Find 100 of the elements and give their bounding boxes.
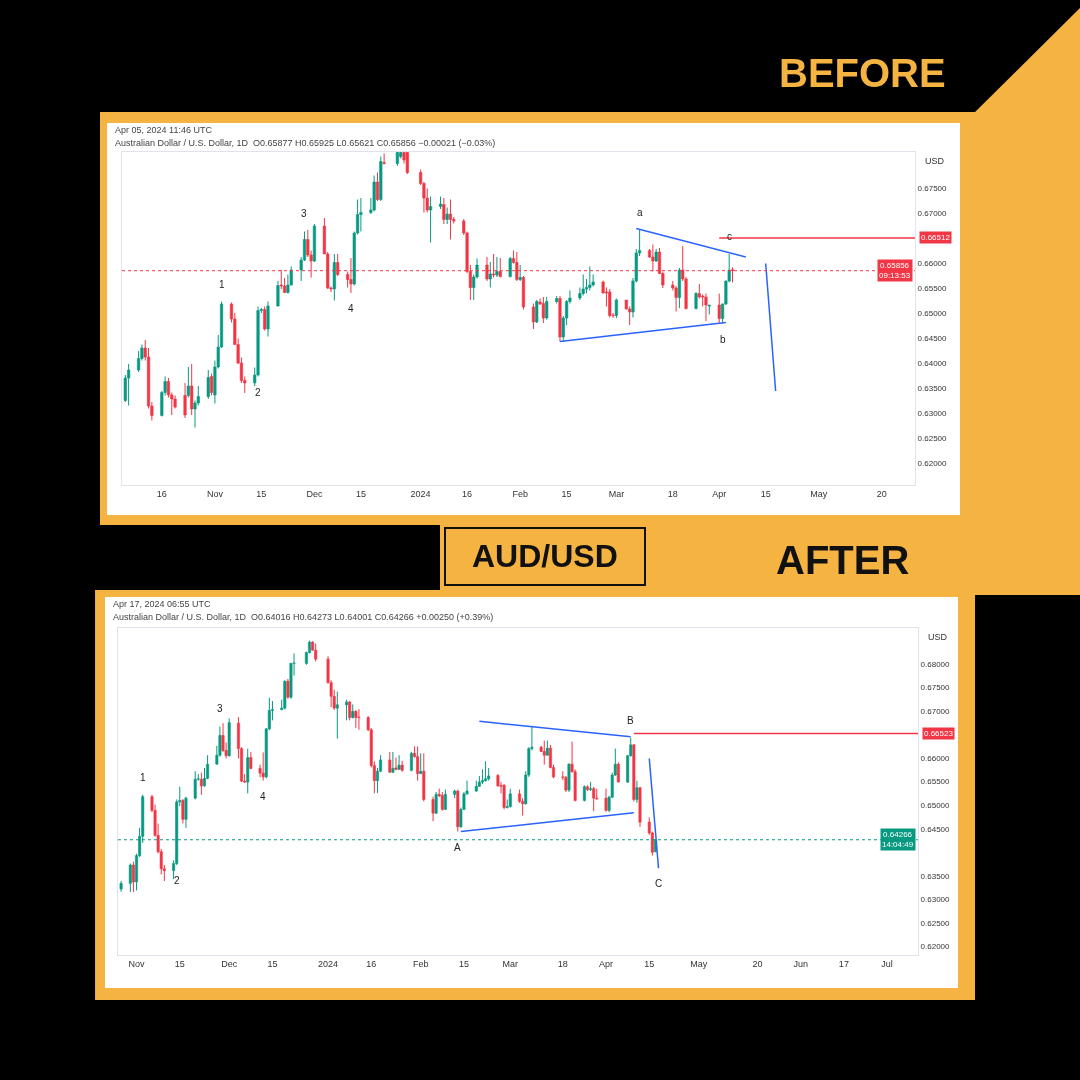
x-tick-label: Nov — [128, 958, 146, 969]
y-axis-title: USD — [928, 632, 948, 642]
x-tick-label: Nov — [206, 488, 224, 499]
x-tick-label: 15 — [561, 488, 572, 499]
candlestick — [545, 296, 549, 320]
annotation: 1 — [140, 772, 146, 783]
x-tick-label: 15 — [355, 488, 366, 499]
x-tick-label: May — [810, 488, 828, 499]
annotation: a — [637, 207, 643, 218]
candlestick — [608, 288, 612, 318]
x-tick-label: Apr — [712, 488, 727, 499]
chart-title: BEFORE — [779, 51, 946, 95]
candlestick — [707, 304, 711, 315]
x-tick-label: 15 — [256, 488, 267, 499]
y-tick-label: 0.64500 — [917, 334, 948, 344]
x-tick-label: Dec — [221, 958, 238, 969]
annotation: b — [720, 334, 726, 345]
candlestick — [357, 708, 361, 731]
annotation: 4 — [260, 791, 266, 802]
x-tick-label: Apr — [599, 958, 614, 969]
x-tick-label: Feb — [412, 958, 429, 969]
series-label: 0.66512 — [921, 233, 951, 242]
x-tick-label: Mar — [608, 488, 625, 499]
y-tick-label: 0.67000 — [917, 209, 948, 219]
series-label: 0.66523 — [924, 729, 954, 738]
candlestick — [518, 264, 522, 282]
candlestick — [588, 266, 592, 291]
annotation: 3 — [301, 208, 307, 219]
annotation: 2 — [255, 387, 261, 398]
candlestick — [614, 298, 618, 319]
y-tick-label: 0.68000 — [920, 659, 951, 669]
annotation: 4 — [348, 303, 354, 314]
annotation: c — [727, 231, 732, 242]
candlestick — [474, 780, 478, 793]
y-tick-label: 0.66000 — [920, 753, 951, 763]
y-tick-label: 0.62500 — [917, 434, 948, 444]
y-tick-label: 0.67500 — [917, 184, 948, 194]
x-tick-label: 2024 — [318, 958, 339, 969]
candlestick — [372, 175, 376, 212]
text: Australian Dollar / U.S. Dollar, 1D O0.65877 H0.65925 L0.65621 C0.65856 −0.00021 (−0.03%) — [115, 138, 496, 148]
candlestick — [542, 740, 546, 766]
candlestick — [422, 752, 426, 802]
x-tick-label: 18 — [667, 488, 678, 499]
x-tick-label: 15 — [458, 958, 469, 969]
candlestick — [400, 760, 404, 773]
text: Australian Dollar / U.S. Dollar, 1D O0.64016 H0.64273 L0.64001 C0.64266 +0.00250 (+0.39%) — [113, 612, 494, 622]
ref-line-label: 0.65856 09:13:53 — [879, 261, 911, 281]
candlestick — [206, 369, 210, 400]
y-tick-label: 0.64000 — [917, 359, 948, 369]
candlestick — [186, 366, 190, 398]
annotation: A — [454, 842, 461, 853]
candlestick — [508, 256, 512, 278]
y-tick-label: 0.64500 — [920, 824, 951, 834]
x-tick-label: 2024 — [410, 488, 431, 499]
x-tick-label: 20 — [876, 488, 887, 499]
x-tick-label: Dec — [306, 488, 323, 499]
y-tick-label: 0.65500 — [917, 284, 948, 294]
y-tick-label: 0.62000 — [920, 942, 951, 952]
text: Apr 17, 2024 06:55 UTC — [113, 599, 212, 609]
candlestick — [453, 789, 457, 799]
candlestick — [434, 791, 438, 815]
y-tick-label: 0.63000 — [917, 409, 948, 419]
candlestick — [541, 296, 545, 324]
candlestick — [717, 293, 721, 324]
y-axis-title: USD — [925, 156, 945, 166]
candlestick — [193, 770, 197, 801]
candlestick — [654, 248, 658, 263]
annotation: 3 — [217, 703, 223, 714]
x-tick-label: Jul — [881, 958, 893, 969]
x-tick-label: Jun — [793, 958, 808, 969]
x-tick-label: 16 — [462, 488, 473, 499]
y-tick-label: 0.63000 — [920, 895, 951, 905]
x-tick-label: May — [690, 958, 708, 969]
y-tick-label: 0.63500 — [920, 871, 951, 881]
annotation: C — [655, 878, 663, 889]
y-tick-label: 0.62000 — [917, 459, 948, 469]
candlestick — [335, 691, 339, 740]
chart-subtitle: AUD/USD — [472, 538, 618, 574]
candlestick — [261, 751, 265, 782]
candlestick — [354, 709, 358, 729]
candlestick — [246, 748, 250, 794]
candlestick — [445, 207, 449, 225]
x-tick-label: Feb — [512, 488, 528, 499]
y-tick-label: 0.67000 — [920, 706, 951, 716]
text: Apr 05, 2024 11:46 UTC — [115, 125, 213, 135]
candlestick — [405, 152, 409, 175]
chart-title: AFTER — [776, 538, 910, 582]
candlestick — [249, 751, 253, 770]
x-tick-label: 15 — [267, 958, 278, 969]
annotation: B — [627, 715, 634, 726]
y-tick-label: 0.65500 — [920, 777, 951, 787]
x-tick-label: 16 — [366, 958, 377, 969]
y-tick-label: 0.66000 — [917, 259, 948, 269]
candlestick — [379, 156, 383, 202]
annotation: 1 — [219, 279, 225, 290]
candlestick — [190, 363, 194, 416]
x-tick-label: 15 — [644, 958, 655, 969]
x-tick-label: 18 — [557, 958, 568, 969]
candlestick — [388, 751, 392, 774]
y-tick-label: 0.67500 — [920, 683, 951, 693]
